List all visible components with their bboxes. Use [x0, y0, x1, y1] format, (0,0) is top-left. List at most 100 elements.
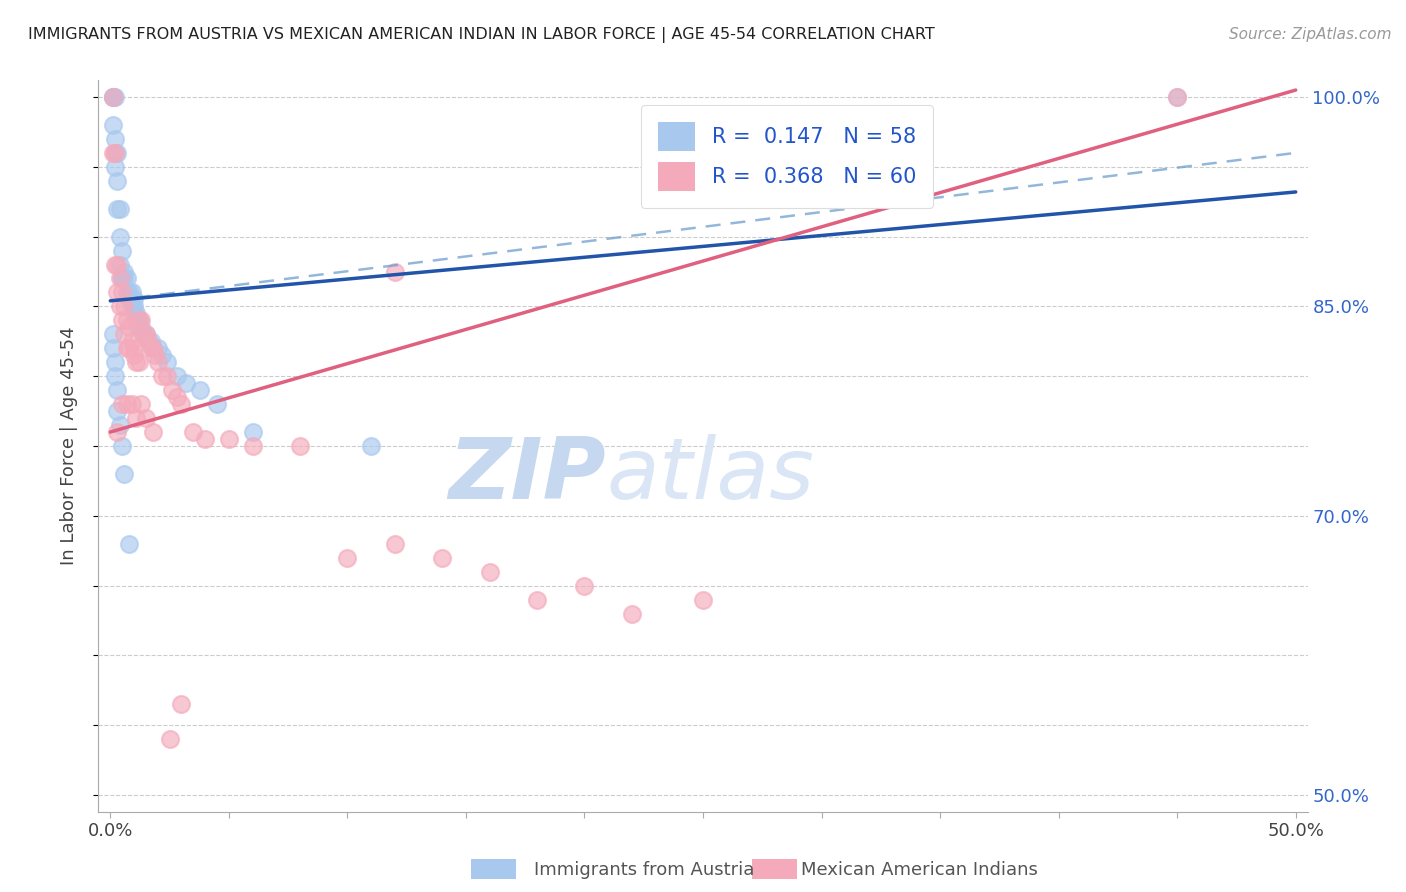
- Point: [115, 271, 138, 285]
- Point: [122, 348, 145, 362]
- Point: [205, 397, 228, 411]
- Point: [118, 293, 141, 307]
- Point: [242, 425, 264, 439]
- Point: [122, 300, 145, 314]
- Point: [1166, 90, 1188, 104]
- Text: IMMIGRANTS FROM AUSTRIA VS MEXICAN AMERICAN INDIAN IN LABOR FORCE | AGE 45-54 CO: IMMIGRANTS FROM AUSTRIA VS MEXICAN AMERI…: [28, 27, 935, 43]
- Point: [135, 411, 157, 425]
- Point: [118, 320, 141, 334]
- Point: [105, 202, 128, 216]
- Point: [136, 334, 159, 349]
- Text: ZIP: ZIP: [449, 434, 606, 516]
- Point: [122, 341, 145, 355]
- Point: [139, 334, 162, 349]
- Point: [105, 383, 128, 397]
- Point: [194, 432, 217, 446]
- Point: [108, 202, 131, 216]
- Point: [620, 607, 643, 621]
- Point: [101, 90, 124, 104]
- Point: [242, 439, 264, 453]
- Point: [125, 306, 148, 320]
- Point: [146, 355, 169, 369]
- Text: atlas: atlas: [606, 434, 814, 516]
- Point: [101, 341, 124, 355]
- Point: [111, 313, 134, 327]
- Point: [478, 565, 501, 579]
- Point: [105, 285, 128, 300]
- Point: [692, 592, 714, 607]
- Point: [108, 300, 131, 314]
- Point: [104, 258, 127, 272]
- Point: [118, 285, 141, 300]
- Point: [128, 313, 150, 327]
- Point: [104, 369, 127, 384]
- Point: [156, 355, 179, 369]
- Point: [104, 132, 127, 146]
- Point: [122, 293, 145, 307]
- Point: [114, 300, 136, 314]
- Point: [105, 145, 128, 160]
- Point: [114, 467, 136, 481]
- Point: [384, 264, 406, 278]
- Point: [128, 320, 150, 334]
- Point: [128, 355, 150, 369]
- Point: [104, 90, 127, 104]
- Point: [360, 439, 382, 453]
- Point: [139, 341, 162, 355]
- Point: [118, 341, 141, 355]
- Point: [108, 258, 131, 272]
- Point: [132, 327, 155, 342]
- Point: [118, 537, 141, 551]
- Point: [111, 271, 134, 285]
- Point: [104, 145, 127, 160]
- Point: [115, 285, 138, 300]
- Point: [170, 698, 193, 712]
- Point: [170, 397, 193, 411]
- Point: [146, 341, 169, 355]
- Point: [190, 383, 212, 397]
- Point: [1166, 90, 1188, 104]
- Legend: R =  0.147   N = 58, R =  0.368   N = 60: R = 0.147 N = 58, R = 0.368 N = 60: [641, 105, 932, 208]
- Point: [143, 348, 166, 362]
- Point: [218, 432, 240, 446]
- Point: [142, 425, 165, 439]
- Point: [125, 411, 148, 425]
- Point: [166, 390, 188, 404]
- Point: [105, 425, 128, 439]
- Point: [114, 271, 136, 285]
- Point: [160, 383, 183, 397]
- Point: [108, 271, 131, 285]
- Point: [105, 258, 128, 272]
- Point: [121, 285, 143, 300]
- Point: [174, 376, 197, 391]
- Point: [115, 341, 138, 355]
- Point: [152, 348, 174, 362]
- Point: [574, 578, 596, 592]
- Point: [101, 90, 124, 104]
- Point: [111, 285, 134, 300]
- Point: [122, 306, 145, 320]
- Point: [336, 550, 359, 565]
- Point: [104, 160, 127, 174]
- Point: [101, 90, 124, 104]
- Point: [129, 313, 152, 327]
- Point: [125, 355, 148, 369]
- Text: Immigrants from Austria: Immigrants from Austria: [534, 861, 755, 879]
- Point: [135, 327, 157, 342]
- Point: [526, 592, 548, 607]
- Point: [104, 355, 127, 369]
- Point: [159, 732, 181, 747]
- Point: [108, 418, 131, 433]
- Point: [114, 264, 136, 278]
- Point: [152, 369, 174, 384]
- Point: [111, 439, 134, 453]
- Point: [432, 550, 454, 565]
- Point: [121, 397, 143, 411]
- Point: [166, 369, 188, 384]
- Point: [128, 313, 150, 327]
- Point: [104, 145, 127, 160]
- Point: [156, 369, 179, 384]
- Point: [125, 313, 148, 327]
- Point: [111, 271, 134, 285]
- Point: [105, 174, 128, 188]
